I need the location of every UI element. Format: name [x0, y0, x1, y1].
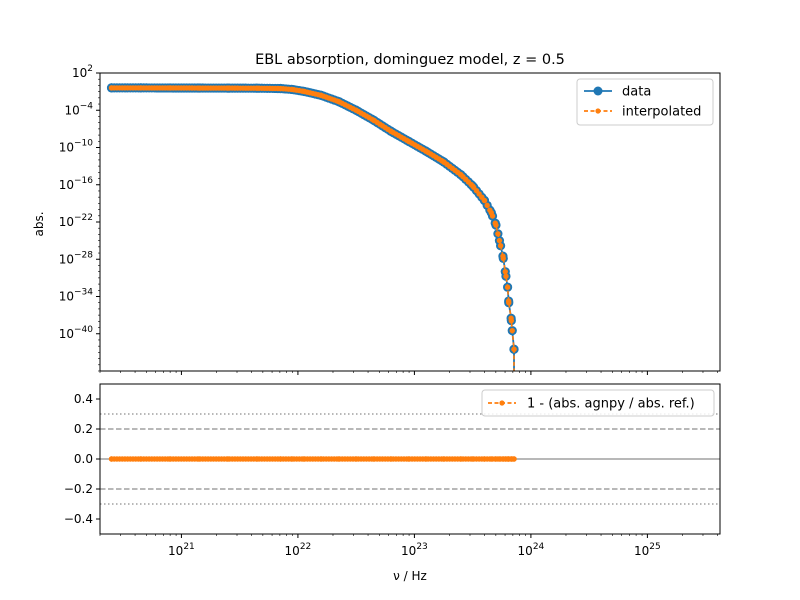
bottom-y-tick-label: 0.4: [74, 392, 93, 406]
top-y-tick-label: 10−16: [59, 176, 94, 192]
top-y-tick-label: 10−40: [59, 325, 94, 341]
bottom-y-tick-label: 0.2: [74, 422, 93, 436]
interpolated-point: [511, 346, 517, 352]
top-legend: data interpolated: [576, 78, 714, 126]
top-plot-area: [106, 83, 519, 371]
x-tick-label: 1024: [518, 542, 545, 558]
interpolated-point: [504, 284, 511, 290]
interpolated-point: [489, 213, 496, 219]
chart-title: EBL absorption, dominguez model, z = 0.5: [255, 52, 565, 68]
interpolated-point: [500, 255, 506, 262]
top-y-tick-label: 10−22: [59, 213, 93, 229]
ratio-point: [511, 456, 517, 462]
top-y-tick-label: 10−34: [59, 288, 94, 304]
legend-ratio-marker: [499, 400, 505, 406]
bottom-x-ticks: 1021 1022 1023 1024 1025: [99, 534, 718, 558]
top-y-tick-label: 10−28: [59, 250, 94, 266]
legend-data-label: data: [622, 85, 651, 100]
interpolated-point: [481, 197, 488, 204]
bottom-y-tick-label: −0.4: [64, 512, 93, 526]
legend-ratio-label: 1 - (abs. agnpy / abs. ref.): [527, 397, 695, 412]
bottom-plot-area: [108, 456, 517, 462]
top-y-tick-label: 102: [72, 64, 93, 80]
interpolated-point: [493, 222, 499, 228]
legend-interpolated-marker: [595, 108, 601, 114]
interpolated-point: [495, 231, 501, 237]
top-axes-frame: [99, 72, 721, 372]
interpolated-point: [508, 317, 515, 324]
interpolated-point: [506, 300, 512, 306]
legend-data-marker: [593, 86, 603, 96]
top-panel: EBL absorption, dominguez model, z = 0.5…: [32, 52, 721, 375]
interpolated-point: [484, 202, 490, 209]
y-axis-label: abs.: [32, 211, 46, 236]
bottom-legend: 1 - (abs. agnpy / abs. ref.): [481, 389, 715, 417]
bottom-y-tick-label: 0.0: [74, 452, 93, 466]
bottom-y-ticks: 0.4 0.2 0.0 −0.2 −0.4: [64, 392, 100, 526]
interpolated-point: [503, 273, 509, 279]
x-tick-label: 1021: [168, 542, 195, 558]
x-axis-label: ν / Hz: [393, 569, 427, 583]
interpolated-point: [496, 237, 503, 244]
bottom-y-tick-label: −0.2: [64, 482, 93, 496]
bottom-axes-frame: [99, 383, 721, 535]
top-y-tick-label: 10−4: [64, 101, 93, 117]
x-tick-label: 1025: [634, 542, 661, 558]
bottom-panel: 0.4 0.2 0.0 −0.2 −0.4 1021 1022 1023 1024 1025 ν…: [64, 383, 721, 583]
x-tick-label: 1022: [285, 542, 312, 558]
interpolated-point: [497, 243, 504, 249]
x-tick-label: 1023: [401, 542, 428, 558]
interpolated-point: [502, 268, 508, 275]
top-y-tick-label: 10−10: [59, 139, 94, 155]
top-y-ticks: 102 10−4 10−10 10−16 10−22 10−28 10−34 10−40: [59, 64, 100, 372]
interpolated-point: [509, 327, 515, 334]
bottom-legend-box: [481, 389, 715, 417]
legend-interpolated-label: interpolated: [622, 105, 701, 120]
top-curves: [106, 83, 519, 371]
